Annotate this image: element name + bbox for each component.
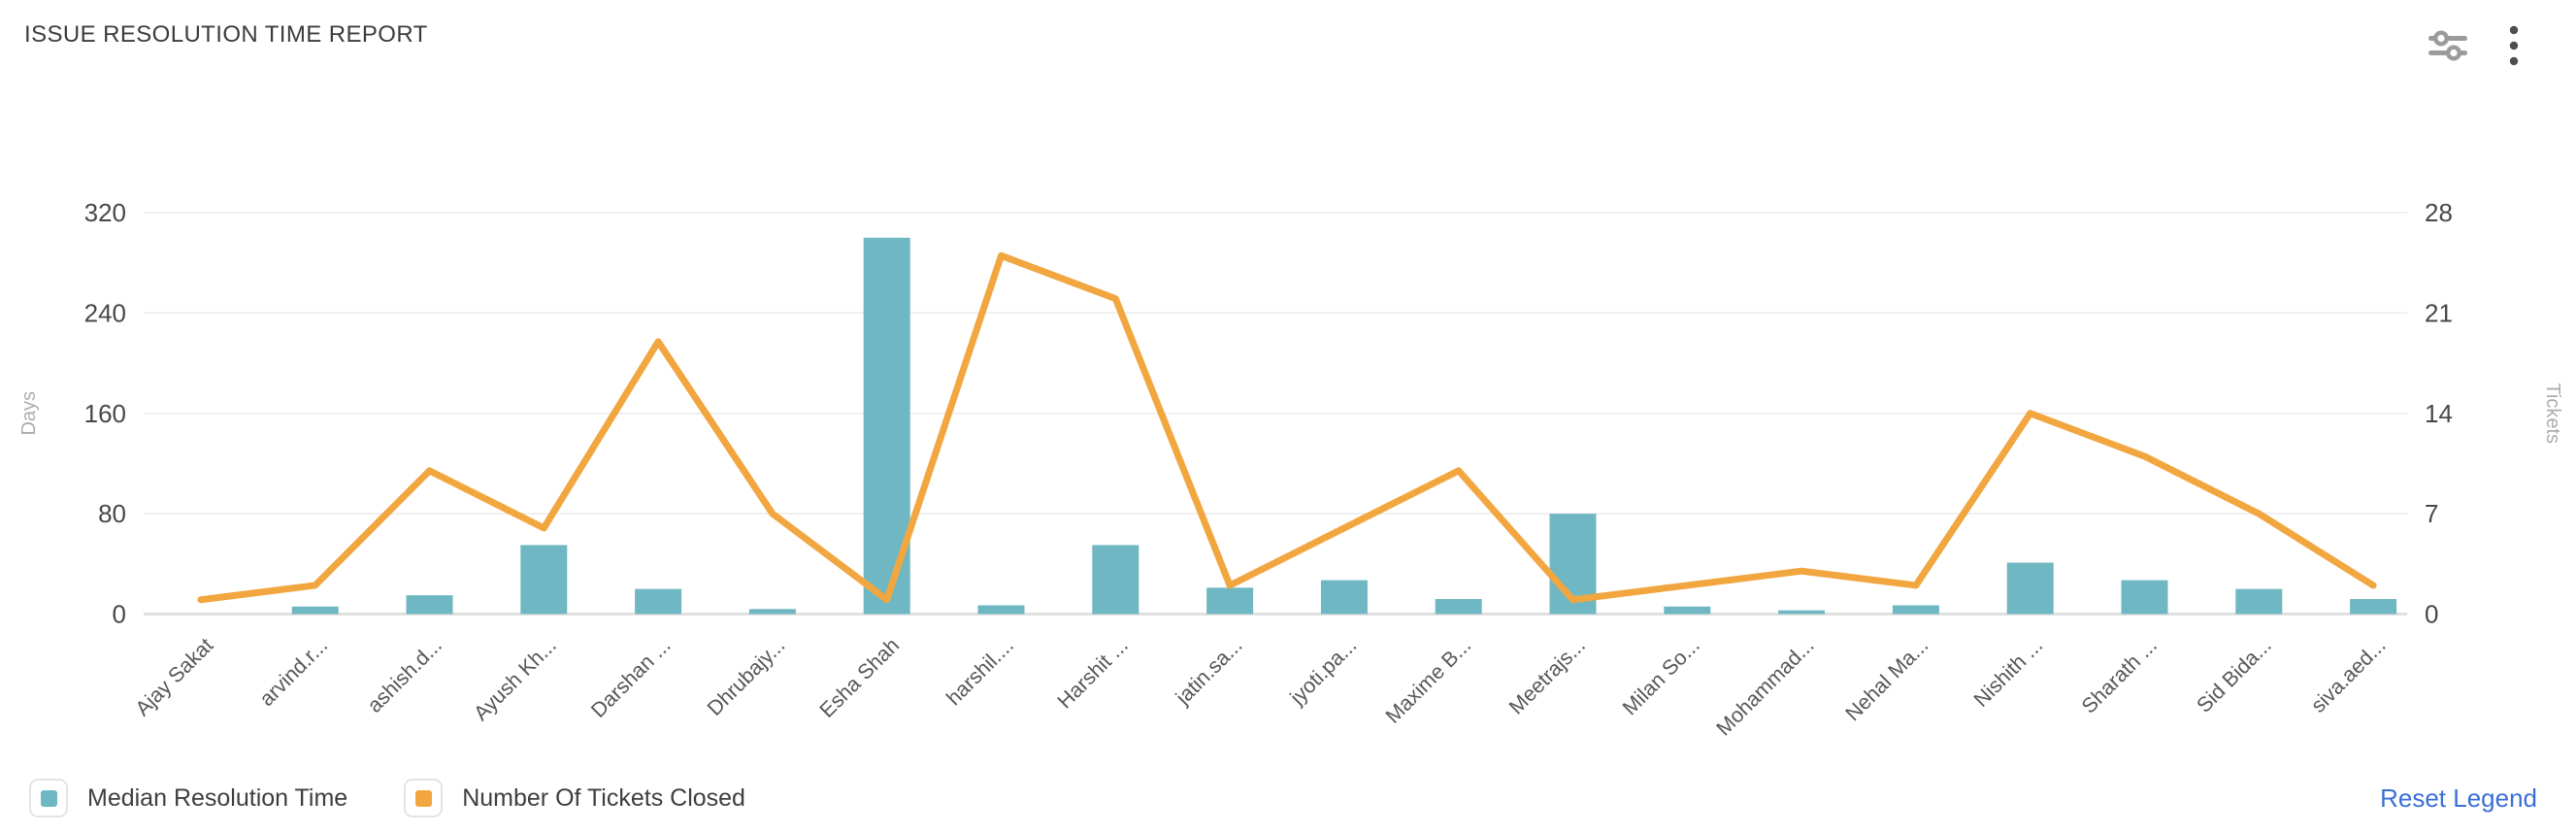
x-axis-category-label: Meetrajs...	[1504, 634, 1590, 719]
bar-ashish.d...[interactable]	[406, 595, 453, 615]
legend-marker-box	[404, 779, 444, 817]
bar-arvind.r...[interactable]	[291, 606, 339, 615]
left-axis-tick-label: 240	[84, 298, 126, 327]
bar-Sharath ...[interactable]	[2121, 580, 2168, 615]
reset-legend-link[interactable]: Reset Legend	[2380, 783, 2537, 813]
header-actions	[2425, 21, 2522, 70]
x-axis-category-label: ashish.d...	[363, 634, 446, 717]
bar-Ayush Kh...[interactable]	[520, 545, 568, 615]
x-axis-category-label: Maxime B...	[1381, 634, 1475, 728]
bar-Darshan ...[interactable]	[635, 588, 682, 615]
chart-legend: Median Resolution Time Number Of Tickets…	[29, 773, 2537, 823]
right-axis-tick-label: 28	[2425, 198, 2453, 227]
x-axis-category-label: Ayush Kh...	[469, 634, 560, 725]
legend-marker-box	[29, 779, 68, 817]
x-axis-category-label: siva.aed...	[2306, 634, 2390, 717]
line-series-swatch-icon	[414, 789, 432, 807]
x-axis-category-label: Nishith ...	[1969, 634, 2047, 712]
left-axis-name: Days	[18, 391, 40, 436]
x-axis-category-label: Mohammad...	[1712, 634, 1819, 741]
x-axis-category-label: arvind.r...	[255, 634, 333, 712]
right-axis-tick-label: 21	[2425, 298, 2453, 327]
x-axis-category-label: Ajay Sakat	[131, 634, 218, 721]
x-axis-category-label: Sid Bida...	[2193, 634, 2276, 717]
bar-series-swatch-icon	[40, 789, 57, 807]
x-axis-category-label: Esha Shah	[815, 634, 904, 722]
tickets-closed-line[interactable]	[197, 251, 2377, 604]
legend-label: Median Resolution Time	[87, 783, 348, 812]
left-axis-tick-label: 80	[98, 499, 126, 528]
x-axis-category-label: jyoti.pa...	[1285, 634, 1362, 711]
bar-Nehal Ma...[interactable]	[1892, 605, 1939, 615]
bar-jatin.sa...[interactable]	[1206, 587, 1254, 615]
more-options-icon[interactable]	[2506, 21, 2522, 70]
bar-Nishith ...[interactable]	[2006, 562, 2054, 615]
legend-items: Median Resolution Time Number Of Tickets…	[29, 779, 745, 817]
x-axis-category-label: Harshit ...	[1053, 634, 1133, 714]
report-header: ISSUE RESOLUTION TIME REPORT	[24, 21, 2522, 70]
right-axis-tick-label: 14	[2425, 399, 2453, 428]
bar-Mohammad...[interactable]	[1778, 610, 1826, 615]
bar-Maxime B...[interactable]	[1435, 598, 1482, 615]
x-axis-category-label: harshil....	[941, 634, 1018, 711]
right-axis-name: Tickets	[2542, 383, 2563, 444]
left-axis-tick-label: 0	[113, 600, 126, 629]
right-axis-tick-label: 0	[2425, 600, 2438, 629]
right-axis-tick-label: 7	[2425, 499, 2438, 528]
page-title: ISSUE RESOLUTION TIME REPORT	[24, 21, 428, 48]
x-axis-category-label: Sharath ...	[2077, 634, 2162, 718]
x-axis-category-label: Nehal Ma...	[1841, 634, 1933, 726]
bar-harshil....[interactable]	[977, 605, 1025, 615]
left-axis-tick-label: 160	[84, 399, 126, 428]
filter-sliders-icon[interactable]	[2425, 22, 2471, 69]
bar-Harshit ...[interactable]	[1092, 545, 1139, 615]
bar-jyoti.pa...[interactable]	[1320, 580, 1368, 615]
bar-Milan So...[interactable]	[1664, 606, 1711, 615]
bar-Dhrubajy...[interactable]	[748, 609, 796, 615]
legend-label: Number Of Tickets Closed	[462, 783, 745, 812]
legend-item-number-of-tickets-closed[interactable]: Number Of Tickets Closed	[404, 779, 745, 817]
left-axis-tick-label: 320	[84, 198, 126, 227]
bar-siva.aed...[interactable]	[2350, 598, 2397, 615]
x-axis-category-label: Dhrubajy...	[703, 634, 789, 720]
x-axis-category-label: Darshan ...	[586, 634, 675, 722]
legend-item-median-resolution-time[interactable]: Median Resolution Time	[29, 779, 347, 817]
x-axis-category-label: jatin.sa...	[1171, 634, 1247, 711]
bar-Sid Bida...[interactable]	[2235, 588, 2283, 615]
x-axis-category-label: Milan So...	[1618, 634, 1704, 720]
